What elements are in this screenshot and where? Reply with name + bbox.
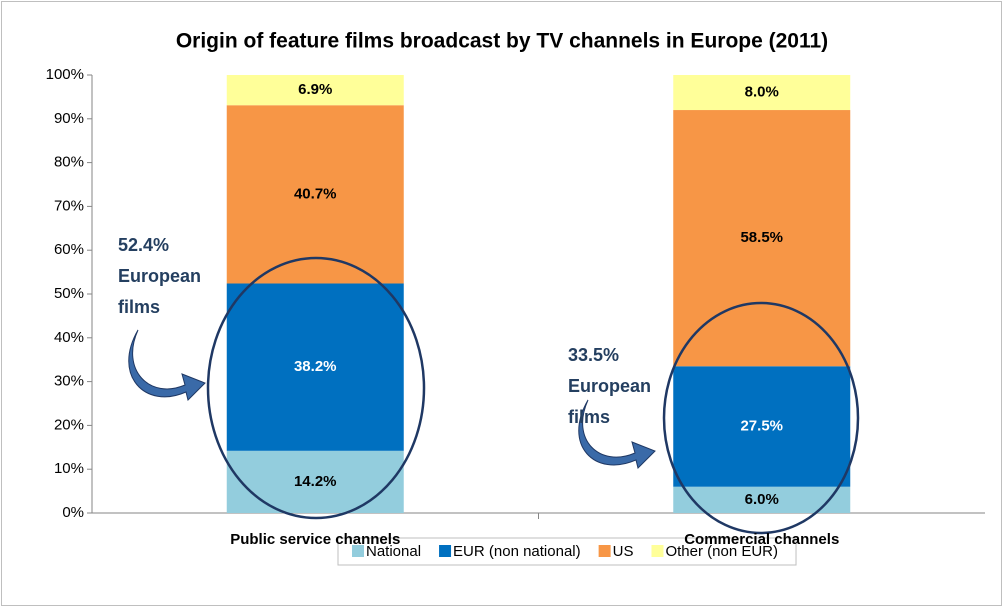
bar-segment xyxy=(673,366,851,487)
y-tick-label: 30% xyxy=(54,373,84,390)
legend-label: Other (non EUR) xyxy=(665,543,778,560)
y-tick-label: 100% xyxy=(46,66,84,83)
value-label: 6.0% xyxy=(745,491,779,508)
value-label: 27.5% xyxy=(740,417,783,434)
bar-segment xyxy=(226,283,404,451)
value-label: 8.0% xyxy=(745,83,779,100)
annotation: 52.4% xyxy=(118,235,169,255)
legend-swatch xyxy=(352,545,364,557)
y-tick-label: 10% xyxy=(54,460,84,477)
ellipse xyxy=(662,301,860,535)
value-label: 58.5% xyxy=(740,229,783,246)
bar-segment xyxy=(226,105,404,284)
arrow xyxy=(578,399,656,469)
x-tick-label: Public service channels xyxy=(230,531,400,548)
ellipse xyxy=(206,256,426,520)
bar-segment xyxy=(673,110,851,367)
legend-swatch xyxy=(651,545,664,557)
chart-title: Origin of feature films broadcast by TV … xyxy=(176,30,828,53)
annotation: films xyxy=(118,297,160,317)
legend-label: EUR (non national) xyxy=(453,543,581,560)
value-label: 6.9% xyxy=(298,81,332,98)
y-tick-label: 20% xyxy=(54,416,84,433)
value-label: 38.2% xyxy=(294,358,337,375)
legend-swatch xyxy=(439,545,452,557)
value-label: 40.7% xyxy=(294,185,337,202)
arrow xyxy=(128,329,206,401)
highlights xyxy=(206,256,860,535)
bars: 14.2% 38.2% 40.7% 6.9% 6.0% 27.5% 58.5% 8.0% xyxy=(226,75,851,513)
legend-label: US xyxy=(613,543,634,560)
annotation: films xyxy=(568,407,610,427)
legend-swatch xyxy=(598,545,611,557)
y-tick-label: 40% xyxy=(54,329,84,346)
y-tick-label: 0% xyxy=(62,504,84,521)
value-label: 14.2% xyxy=(294,473,337,490)
bar-segment xyxy=(226,450,404,513)
y-tick-label: 60% xyxy=(54,241,84,258)
y-tick-label: 50% xyxy=(54,285,84,302)
y-tick-label: 80% xyxy=(54,154,84,171)
annotation: 33.5% xyxy=(568,345,619,365)
annotation: European xyxy=(568,376,651,396)
x-tick-label: Commercial channels xyxy=(684,531,839,548)
annotation: European xyxy=(118,266,201,286)
legend-label: National xyxy=(366,543,421,560)
bar-segment xyxy=(226,75,404,106)
bar-segment xyxy=(673,75,851,111)
y-tick-label: 90% xyxy=(54,110,84,127)
annotations: 52.4% European films 33.5% European films xyxy=(118,235,651,427)
arrows xyxy=(128,329,656,469)
y-tick-label: 70% xyxy=(54,197,84,214)
legend-box xyxy=(337,537,797,566)
